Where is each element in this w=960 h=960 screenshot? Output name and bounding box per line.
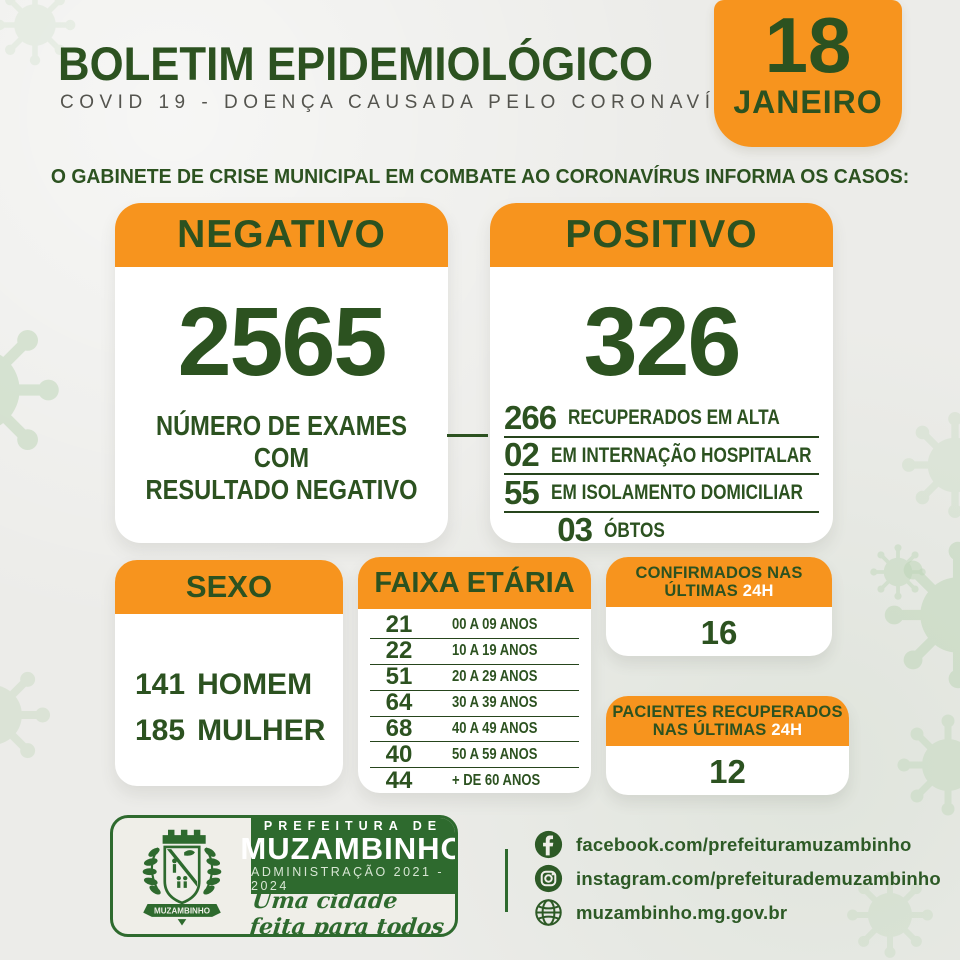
isolation-count: 55 [504,473,540,511]
age-row-20-29: 51 20 A 29 ANOS [370,663,579,691]
instagram-link[interactable]: instagram.com/prefeiturademuzambinho [534,862,941,895]
recovered-24h-line1: PACIENTES RECUPERADOS [612,702,843,721]
instagram-icon [534,864,563,893]
age-range-card: FAIXA ETÁRIA 21 00 A 09 ANOS 22 10 A 19 … [358,557,591,794]
men-count: 141 [135,668,186,701]
isolation-label: EM ISOLAMENTO DOMICILIAR [550,480,803,505]
administration-term: ADMINISTRAÇÃO 2021 - 2024 [251,864,445,893]
recovered-label: RECUPERADOS EM ALTA [568,405,780,430]
age-card-title: FAIXA ETÁRIA [358,557,591,609]
negative-card: NEGATIVO 2565 NÚMERO DE EXAMES COM RESUL… [115,203,448,543]
age-20-29-label: 20 A 29 ANOS [452,668,538,686]
recovered-24h-line2: NAS ÚLTIMAS 24H [653,721,802,739]
age-50-59-count: 40 [385,740,413,768]
age-0-9-count: 21 [385,611,413,639]
date-day: 18 [764,1,852,89]
sex-card: SEXO 141 HOMEM 185 MULHER [115,560,343,786]
instagram-url[interactable]: instagram.com/prefeiturademuzambinho [576,867,941,889]
sex-row-women: 185 MULHER [135,708,343,754]
positive-count: 326 [583,287,742,396]
positive-card: POSITIVO 326 266 RECUPERADOS EM ALTA 02 … [490,203,833,548]
positive-card-title: POSITIVO [490,203,833,267]
age-40-49-label: 40 A 49 ANOS [452,720,538,737]
age-row-40-49: 68 40 A 49 ANOS [370,715,579,743]
prefecture-logo: MUZAMBINHO PREFEITURA DE MUZAMBINHO ADMI… [110,815,458,937]
age-row-60-plus: 44 + DE 60 ANOS [370,766,579,794]
slogan-cell: Uma cidade feita para todos [248,888,455,934]
positive-row-hospitalized: 02 EM INTERNAÇÃO HOSPITALAR [504,436,819,475]
coat-of-arms: MUZAMBINHO [113,818,251,934]
age-row-50-59: 40 50 A 59 ANOS [370,740,579,769]
recovered-24h-count: 12 [709,753,746,790]
confirmed-24h-count: 16 [700,614,738,651]
age-breakdown: 21 00 A 09 ANOS 22 10 A 19 ANOS 51 20 A … [358,609,591,794]
confirmed-24h-box: CONFIRMADOS NAS ÚLTIMAS 24H 16 [606,557,832,656]
prefecture-name-panel: PREFEITURA DE MUZAMBINHO ADMINISTRAÇÃO 2… [240,818,455,894]
negative-description: NÚMERO DE EXAMES COM RESULTADO NEGATIVO [138,410,424,506]
age-30-39-label: 30 A 39 ANOS [452,694,538,712]
facebook-url[interactable]: facebook.com/prefeituramuzambinho [576,833,912,855]
globe-icon [535,899,562,926]
recovered-24h-title: PACIENTES RECUPERADOS NAS ÚLTIMAS 24H [606,696,849,746]
page-title: BOLETIM EPIDEMIOLÓGICO [58,37,653,90]
positive-row-isolation: 55 EM ISOLAMENTO DOMICILIAR [504,473,819,513]
page-subtitle: COVID 19 - DOENÇA CAUSADA PELO CORONAVÍR… [60,92,773,113]
negative-description-line1: NÚMERO DE EXAMES COM [156,410,407,473]
confirmed-24h-title: CONFIRMADOS NAS ÚLTIMAS 24H [606,557,832,607]
positive-row-recovered: 266 RECUPERADOS EM ALTA [504,398,819,438]
sex-breakdown: 141 HOMEM 185 MULHER [115,662,343,754]
age-10-19-count: 22 [385,637,413,665]
confirmed-24h-badge: 24H [742,582,774,600]
age-row-30-39: 64 30 A 39 ANOS [370,689,579,717]
cards-connector-line [447,434,488,437]
confirmed-24h-line1: CONFIRMADOS NAS [635,563,803,582]
age-60-plus-count: 44 [385,766,413,794]
sex-row-men: 141 HOMEM [135,662,343,708]
men-label: HOMEM [197,668,313,701]
crest-banner-text: MUZAMBINHO [154,907,210,916]
age-50-59-label: 50 A 59 ANOS [452,745,538,763]
negative-card-title: NEGATIVO [115,203,448,267]
age-0-9-label: 00 A 09 ANOS [452,616,538,634]
hospitalized-label: EM INTERNAÇÃO HOSPITALAR [550,442,812,467]
age-20-29-count: 51 [385,663,413,691]
recovered-24h-box: PACIENTES RECUPERADOS NAS ÚLTIMAS 24H 12 [606,696,849,795]
age-60-plus-label: + DE 60 ANOS [452,771,541,789]
website-link[interactable]: muzambinho.mg.gov.br [534,896,941,929]
age-40-49-count: 68 [385,715,413,743]
deaths-label: ÓBTOS [604,517,665,542]
deaths-count: 03 [557,511,593,549]
confirmed-24h-line2: ÚLTIMAS 24H [664,582,773,600]
recovered-count: 266 [504,398,557,436]
age-row-0-9: 21 00 A 09 ANOS [370,611,579,639]
date-badge: 18 JANEIRO [714,0,902,147]
negative-description-line2: RESULTADO NEGATIVO [145,473,418,505]
coat-of-arms-icon: MUZAMBINHO [142,829,222,926]
positive-row-deaths: 03 ÓBTOS [504,511,819,549]
sex-card-title: SEXO [115,560,343,614]
prefecture-line1: PREFEITURA DE [263,819,443,834]
website-url[interactable]: muzambinho.mg.gov.br [576,901,788,923]
negative-count: 2565 [177,287,388,396]
facebook-link[interactable]: facebook.com/prefeituramuzambinho [534,828,941,861]
recovered-24h-line2-text: NAS ÚLTIMAS [652,721,767,739]
age-10-19-label: 10 A 19 ANOS [452,642,538,660]
age-30-39-count: 64 [385,689,413,717]
footer-divider [505,849,508,912]
women-label: MULHER [197,714,326,747]
date-month: JANEIRO [733,84,883,120]
age-row-10-19: 22 10 A 19 ANOS [370,637,579,665]
intro-line: O GABINETE DE CRISE MUNICIPAL EM COMBATE… [50,166,910,188]
recovered-24h-badge: 24H [771,721,803,739]
hospitalized-count: 02 [504,436,540,474]
confirmed-24h-line2-text: ÚLTIMAS [664,582,738,600]
city-slogan: Uma cidade feita para todos [248,888,446,937]
facebook-icon [534,830,563,859]
prefecture-name: MUZAMBINHO [240,831,458,867]
women-count: 185 [135,714,186,747]
social-links: facebook.com/prefeituramuzambinho instag… [534,828,941,930]
positive-breakdown: 266 RECUPERADOS EM ALTA 02 EM INTERNAÇÃO… [490,398,833,549]
